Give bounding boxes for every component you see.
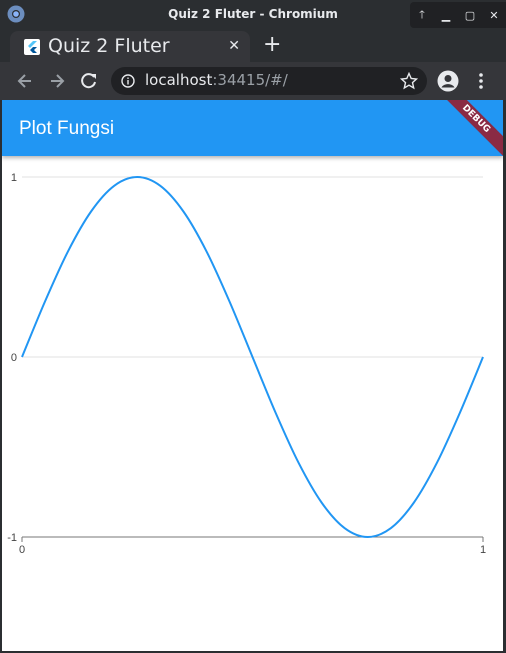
new-tab-button[interactable]: + bbox=[263, 32, 282, 57]
maximize-icon[interactable]: ▢ bbox=[464, 8, 476, 22]
browser-toolbar: localhost:34415/#/ bbox=[0, 62, 506, 100]
x-tick-label-0: 0 bbox=[19, 544, 25, 556]
back-icon[interactable] bbox=[15, 71, 35, 91]
app-bar: Plot Fungsi DEBUG bbox=[2, 100, 503, 163]
profile-avatar-icon[interactable] bbox=[437, 70, 459, 92]
window-controls: 🡑 ▁ ▢ ✕ bbox=[410, 2, 506, 28]
function-plot: 0 110-1 bbox=[7, 172, 486, 556]
bookmark-star-icon[interactable] bbox=[400, 72, 418, 90]
series-layer bbox=[21, 175, 484, 539]
menu-kebab-icon[interactable] bbox=[477, 72, 485, 90]
up-icon[interactable]: 🡑 bbox=[419, 7, 425, 21]
forward-icon[interactable] bbox=[47, 71, 67, 91]
tick-labels: 0 110-1 bbox=[7, 172, 486, 556]
tab-strip: Quiz 2 Fluter ✕ bbox=[0, 30, 506, 62]
minimize-icon[interactable]: ▁ bbox=[441, 8, 451, 22]
url-host: localhost bbox=[145, 71, 213, 89]
debug-banner: DEBUG bbox=[432, 100, 503, 163]
url-text[interactable]: localhost:34415/#/ bbox=[145, 71, 288, 89]
info-icon[interactable] bbox=[121, 74, 135, 88]
y-tick-label-0: 1 bbox=[11, 172, 17, 184]
axes bbox=[21, 536, 484, 542]
page-title: Plot Fungsi bbox=[19, 118, 115, 139]
chromium-icon bbox=[7, 5, 25, 23]
tab-quiz[interactable]: Quiz 2 Fluter ✕ bbox=[10, 31, 250, 62]
series-line-0 bbox=[21, 175, 484, 539]
page-content: Plot Fungsi DEBUG 0 1 1 0 -1 bbox=[2, 100, 503, 651]
grid-lines bbox=[22, 176, 483, 358]
y-tick-label-1: 0 bbox=[11, 352, 17, 364]
address-bar[interactable]: localhost:34415/#/ bbox=[111, 67, 427, 95]
reload-icon[interactable] bbox=[79, 71, 99, 91]
close-icon[interactable]: ✕ bbox=[489, 8, 499, 22]
tab-close-icon[interactable]: ✕ bbox=[228, 38, 240, 54]
url-path: :34415/#/ bbox=[212, 71, 288, 89]
flutter-icon bbox=[24, 39, 40, 55]
window-titlebar: Quiz 2 Fluter - Chromium 🡑 ▁ ▢ ✕ bbox=[0, 0, 506, 30]
y-tick-label-2: -1 bbox=[7, 532, 17, 544]
window-title: Quiz 2 Fluter - Chromium bbox=[168, 7, 338, 21]
tab-title: Quiz 2 Fluter bbox=[48, 35, 170, 57]
x-tick-label-1: 1 bbox=[480, 544, 486, 556]
